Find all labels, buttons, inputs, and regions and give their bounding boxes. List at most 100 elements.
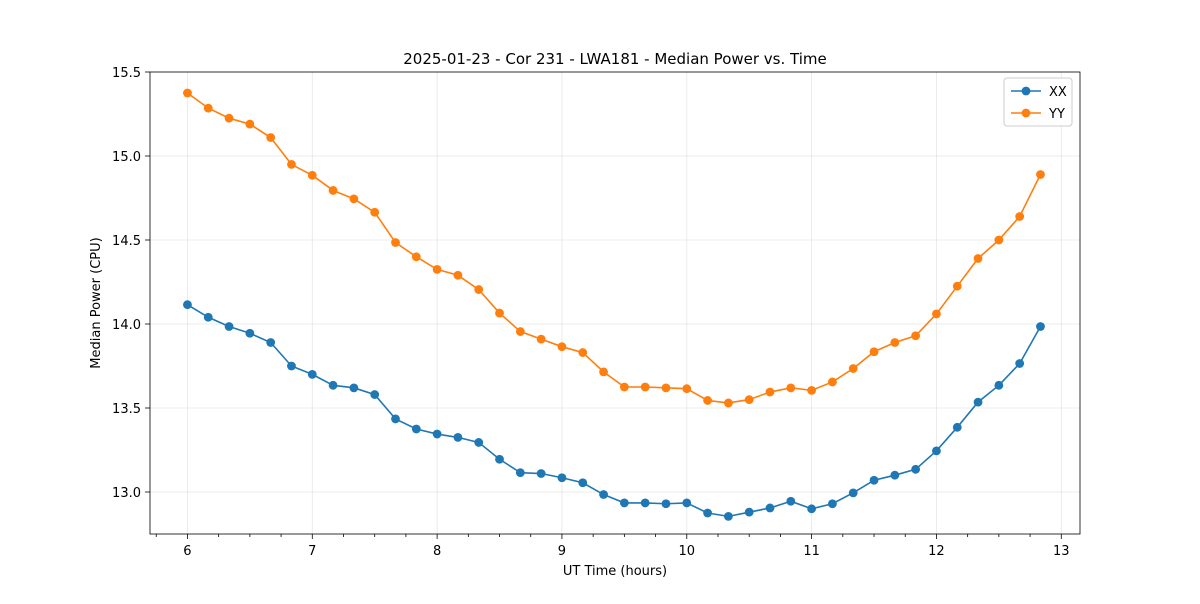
data-point-xx [952,422,962,432]
data-point-xx [765,503,775,513]
data-point-yy [723,398,733,408]
y-tick-label: 13.0 [112,486,141,501]
data-point-xx [307,370,317,379]
data-point-yy [474,285,484,294]
data-point-yy [224,113,234,123]
data-point-xx [1015,359,1025,368]
data-point-xx [661,499,671,509]
data-point-yy [495,308,504,318]
data-point-yy [183,88,192,98]
data-point-yy [640,382,650,392]
data-point-yy [848,364,858,373]
data-point-xx [932,446,941,456]
y-tick-label: 15.0 [112,150,141,165]
data-point-xx [432,429,442,439]
data-point-yy [536,334,546,344]
data-point-yy [203,103,213,113]
data-point-yy [578,348,588,357]
data-point-yy [869,347,879,357]
data-point-yy [682,384,692,394]
series-xx [183,300,1045,521]
x-tick-label: 11 [803,544,820,559]
data-point-xx [1036,322,1045,331]
data-point-xx [640,498,650,508]
data-point-yy [744,395,754,404]
data-point-yy [515,327,525,336]
data-point-xx [994,380,1004,390]
y-tick-label: 15.5 [112,66,141,81]
data-point-xx [869,475,879,485]
data-point-xx [370,390,380,399]
data-point-xx [599,490,608,499]
data-point-xx [911,464,921,474]
data-point-yy [911,331,921,341]
data-point-yy [349,194,359,204]
data-point-yy [432,265,442,274]
y-tick-label: 14.5 [112,234,141,249]
chart-title: 2025-01-23 - Cor 231 - LWA181 - Median P… [403,50,827,68]
data-point-yy [661,383,671,393]
y-tick-label: 13.5 [112,402,141,417]
data-point-xx [515,468,525,478]
data-point-yy [411,252,421,262]
data-point-yy [994,235,1004,245]
data-point-xx [973,397,983,407]
data-point-yy [391,238,400,247]
data-point-xx [557,473,567,483]
x-tick-label: 8 [433,544,441,559]
data-point-xx [578,478,588,488]
data-point-yy [765,387,775,397]
data-point-yy [786,383,796,393]
x-axis-label: UT Time (hours) [563,564,667,579]
y-tick-label: 14.0 [112,318,141,333]
x-tick-label: 6 [183,544,191,559]
data-point-yy [952,281,962,291]
data-point-yy [370,207,380,217]
data-point-yy [619,382,629,392]
data-point-xx [890,470,900,480]
data-point-yy [453,270,463,280]
data-point-yy [245,119,255,129]
data-point-xx [183,300,192,310]
data-point-xx [619,498,629,508]
data-point-xx [287,361,296,371]
data-point-xx [536,469,546,478]
data-point-xx [453,433,463,442]
data-point-yy [599,367,608,377]
data-point-xx [744,507,754,517]
x-tick-label: 12 [928,544,945,559]
data-point-yy [307,170,317,180]
data-point-xx [349,383,359,393]
y-axis-label: Median Power (CPU) [89,237,104,368]
data-point-xx [203,312,213,322]
data-point-yy [973,254,983,263]
data-point-yy [266,133,276,142]
data-point-yy [703,396,712,405]
data-point-yy [807,385,817,395]
data-point-yy [287,160,296,169]
data-point-xx [848,488,858,498]
data-point-yy [557,342,567,352]
axes: 6 7 8 9 10 11 12 13 13.0 13.5 14.0 14.5 15.0 15.5 [112,66,1081,559]
data-point-xx [266,338,276,347]
legend-label-xx: XX [1049,85,1067,100]
x-tick-label: 9 [558,544,566,559]
legend-label-yy: YY [1048,107,1065,122]
data-point-xx [495,454,504,464]
data-point-yy [828,377,837,387]
legend-marker-yy [1021,108,1031,118]
data-point-xx [391,414,400,424]
data-point-yy [328,186,338,195]
data-point-xx [786,496,796,506]
data-point-xx [474,438,484,447]
x-tick-label: 7 [308,544,316,559]
legend-marker-xx [1021,86,1031,96]
data-point-xx [328,380,338,390]
data-point-xx [723,511,733,521]
series-yy [183,88,1045,408]
data-point-xx [224,322,234,331]
data-point-xx [682,498,692,508]
